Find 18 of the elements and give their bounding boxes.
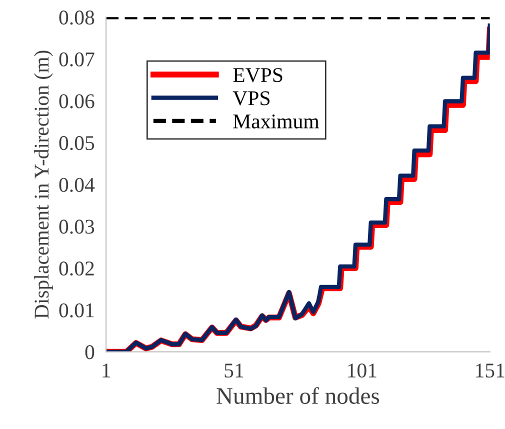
y-tick-label: 0.04 <box>59 178 95 192</box>
y-tick-label: 0.01 <box>59 303 94 318</box>
y-tick-label: 0 <box>85 345 94 360</box>
y-tick-label: 0.05 <box>59 136 94 150</box>
y-tick-label: 0.06 <box>59 94 94 108</box>
y-tick-label: 0.03 <box>59 220 94 234</box>
y-axis-title: Displacement in Y-direction (m) <box>34 50 53 319</box>
legend-label: Maximum <box>233 114 320 128</box>
legend-label: EVPS <box>233 68 282 82</box>
x-axis-title: Number of nodes <box>216 387 380 404</box>
x-tick-label: 1 <box>102 364 110 378</box>
y-tick-label: 0.02 <box>59 262 94 276</box>
x-tick-label: 101 <box>348 363 376 378</box>
y-tick-label: 0.08 <box>59 10 94 25</box>
x-tick-label: 51 <box>224 364 244 378</box>
y-tick-label: 0.07 <box>59 52 94 67</box>
x-tick-label: 151 <box>476 364 504 378</box>
legend-label: VPS <box>232 91 270 106</box>
